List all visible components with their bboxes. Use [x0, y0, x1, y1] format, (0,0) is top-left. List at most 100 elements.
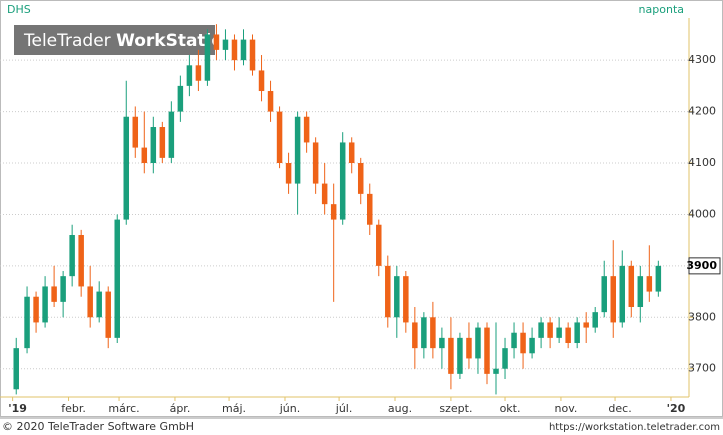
candle-body — [69, 235, 75, 277]
x-tick-label: jún. — [279, 402, 301, 415]
x-tick-label: aug. — [388, 402, 412, 415]
candle-body — [267, 91, 274, 112]
candle-body — [610, 276, 616, 323]
x-tick-label: '20 — [667, 402, 686, 415]
candle-body — [348, 142, 355, 164]
x-tick-label: máj. — [222, 402, 246, 415]
candle-body — [240, 39, 247, 61]
candle-body — [646, 276, 653, 292]
candle-body — [394, 276, 400, 318]
candle-body — [51, 286, 57, 302]
candle-body — [276, 111, 283, 164]
candle-body — [547, 322, 553, 338]
candle-body — [249, 39, 256, 71]
candle-body — [195, 65, 202, 81]
candle-body — [339, 142, 346, 220]
y-tick-label: 4200 — [688, 105, 716, 118]
footer-right: https://workstation.teletrader.com — [549, 422, 720, 433]
candle-body — [421, 317, 427, 349]
candle-body — [141, 147, 148, 164]
candle-body — [42, 286, 48, 323]
last-price-box — [688, 257, 721, 275]
watermark: TeleTrader WorkStation — [23, 31, 235, 51]
candle-body — [132, 116, 139, 148]
candle-body — [655, 265, 662, 292]
candle-body — [123, 116, 130, 220]
last-price-label: 3900 — [686, 259, 717, 272]
candle-body — [204, 34, 211, 81]
x-tick-label: dec. — [608, 402, 631, 415]
candle-body — [330, 204, 337, 220]
candle-body — [285, 163, 292, 184]
candle-body — [33, 296, 39, 323]
candle-body — [538, 322, 544, 338]
candle-body — [96, 291, 102, 318]
candle-body — [502, 348, 508, 369]
candle-body — [583, 322, 589, 328]
chart-title: DHS — [7, 3, 31, 16]
y-tick-label: 4100 — [688, 156, 716, 169]
x-tick-label: nov. — [555, 402, 578, 415]
watermark-part: TeleTrader — [23, 31, 111, 51]
candle-body — [439, 337, 445, 349]
candle-body — [258, 70, 265, 92]
candle-body — [222, 39, 229, 50]
x-tick-label: '19 — [8, 402, 27, 415]
candle-body — [150, 127, 157, 164]
x-tick-label: ápr. — [170, 402, 191, 415]
y-tick-label: 3800 — [688, 310, 716, 323]
candle-body — [412, 322, 418, 349]
candle-body — [24, 296, 30, 349]
y-tick-label: 4300 — [688, 53, 716, 66]
candle-body — [556, 327, 562, 338]
candle-body — [565, 327, 571, 344]
candle-body — [403, 276, 409, 323]
candle-body — [312, 142, 319, 184]
candle-body — [87, 286, 93, 318]
candle-body — [60, 276, 66, 302]
candle-body — [303, 116, 310, 143]
candle-body — [592, 312, 598, 328]
candle-body — [105, 291, 111, 338]
candle-body — [385, 265, 391, 318]
candle-body — [177, 85, 184, 112]
candle-body — [619, 265, 626, 323]
candle-body — [357, 163, 364, 194]
candle-body — [321, 183, 328, 205]
candle-body — [529, 337, 535, 354]
footer-left: © 2020 TeleTrader Software GmbH — [2, 420, 194, 433]
candle-body — [367, 193, 373, 225]
chart-subtitle: naponta — [639, 3, 684, 16]
candle-body — [574, 322, 580, 344]
candle-body — [448, 337, 454, 374]
x-tick-label: márc. — [108, 402, 139, 415]
x-tick-label: júl. — [335, 402, 353, 415]
y-tick-label: 3700 — [688, 362, 716, 375]
candle-body — [637, 276, 644, 308]
candle-body — [511, 332, 517, 349]
candle-body — [484, 327, 490, 374]
x-tick-label: szept. — [439, 402, 472, 415]
candle-body — [114, 219, 120, 338]
candle-body — [231, 39, 238, 61]
candle-body — [78, 235, 84, 287]
candle-body — [628, 265, 635, 308]
candle-body — [475, 327, 481, 359]
candle-body — [168, 111, 175, 158]
x-tick-label: okt. — [500, 402, 521, 415]
candle-body — [601, 276, 607, 313]
candle-body — [213, 34, 220, 50]
x-tick-label: febr. — [61, 402, 86, 415]
candle-body — [430, 317, 436, 349]
candle-body — [493, 368, 499, 374]
watermark-box — [14, 25, 215, 55]
y-tick-label: 4000 — [688, 207, 716, 220]
candle-body — [520, 332, 526, 354]
candle-body — [186, 65, 193, 86]
candle-body — [159, 127, 166, 158]
candle-body — [294, 116, 301, 184]
candle-body — [457, 337, 463, 374]
candle-body — [466, 337, 472, 359]
candle-body — [376, 224, 382, 266]
